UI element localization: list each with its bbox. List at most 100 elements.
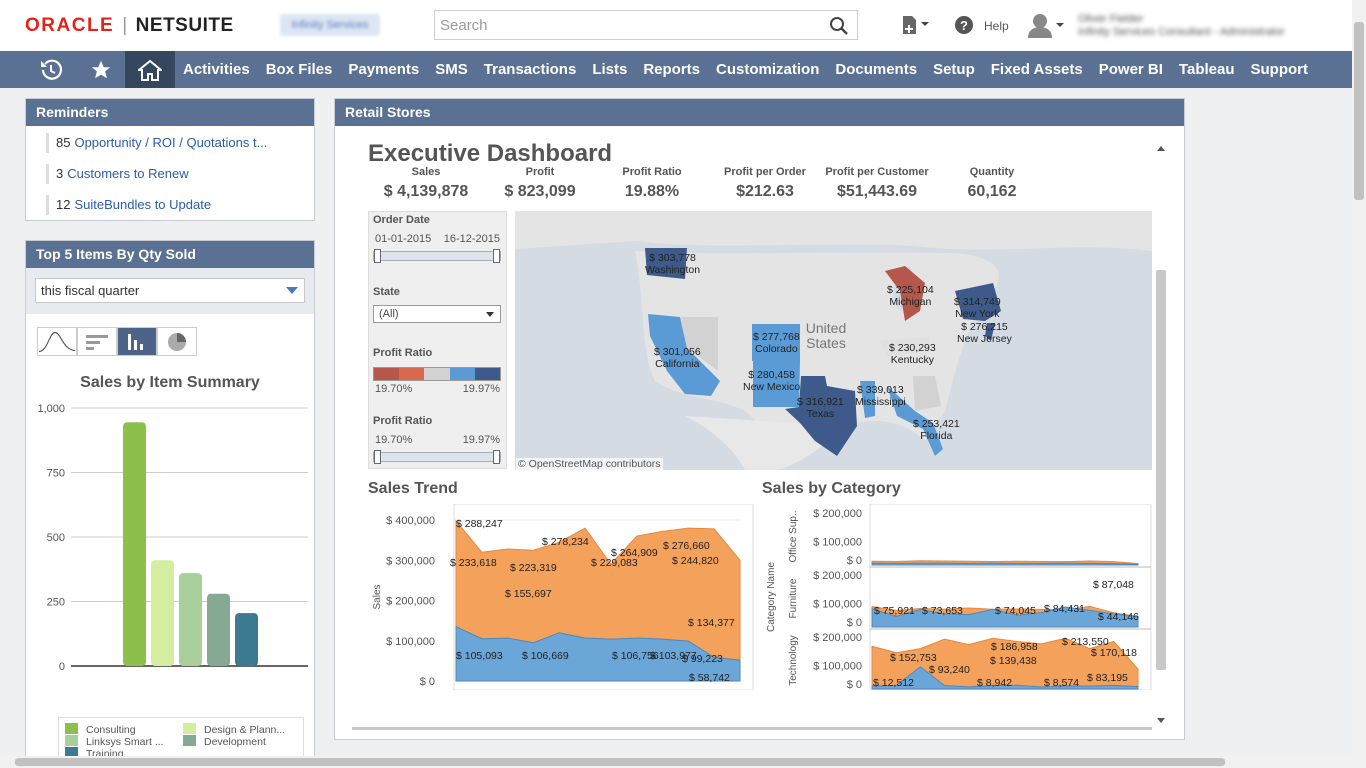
data-label: $ 170,118 [1091, 647, 1137, 659]
period-dropdown[interactable]: this fiscal quarter [35, 278, 305, 303]
y-tick-label: $ 100,000 [813, 660, 862, 672]
scroll-up-icon[interactable] [1155, 143, 1167, 153]
nav-support[interactable]: Support [1250, 61, 1309, 78]
user-name: Oliver Fielder [1078, 13, 1144, 25]
y-tick-label: $ 200,000 [813, 508, 862, 520]
page-horizontal-scrollbar[interactable] [0, 756, 1352, 768]
map-label-new-jersey: $ 276,215 New Jersey [957, 321, 1012, 345]
profit-ratio-label: Profit Ratio [373, 347, 433, 359]
nav-lists[interactable]: Lists [592, 61, 628, 78]
date-to: 16-12-2015 [443, 233, 500, 245]
dashboard-vertical-scrollbar[interactable] [1155, 140, 1167, 726]
search-icon[interactable] [829, 16, 849, 41]
slider-handle[interactable] [374, 249, 381, 263]
nav-activities[interactable]: Activities [183, 61, 250, 78]
map-label-washington: $ 303,778 Washington [645, 252, 701, 276]
data-label: $ 12,512 [873, 677, 914, 689]
item-sales-bar-chart: 0 250 500 750 1,000 [37, 403, 308, 671]
logo-netsuite: NETSUITE [135, 15, 234, 36]
recent-records-icon[interactable] [26, 51, 76, 88]
help-link[interactable]: Help [984, 19, 1009, 33]
search-input[interactable] [435, 11, 815, 39]
y-tick-label: $ 100,000 [813, 598, 862, 610]
nav-documents[interactable]: Documents [835, 61, 918, 78]
order-date-slider[interactable] [373, 249, 501, 263]
nav-box-files[interactable]: Box Files [265, 61, 333, 78]
nav-tableau[interactable]: Tableau [1178, 61, 1235, 78]
y-tick-label: $ 100,000 [813, 536, 862, 548]
state-dropdown[interactable]: (All) [373, 305, 501, 323]
slider-handle[interactable] [493, 450, 500, 464]
home-icon[interactable] [125, 51, 175, 88]
user-avatar-icon[interactable] [1026, 12, 1066, 43]
slider-handle[interactable] [374, 450, 381, 464]
nav-payments[interactable]: Payments [348, 61, 420, 78]
reminder-item[interactable]: 85 Opportunity / ROI / Quotations t... [46, 133, 267, 153]
create-new-icon[interactable] [900, 14, 932, 43]
data-label: $ 8,942 [977, 677, 1012, 689]
map-label-california: $ 301,056 California [654, 346, 701, 370]
bar-consulting [123, 422, 146, 666]
data-label: $ 155,697 [505, 588, 552, 600]
user-menu[interactable]: Oliver Fielder Infinity Services Consult… [1078, 13, 1285, 39]
area-series-blue [871, 606, 1139, 628]
kpi-profit-per-order: Profit per Order $212.63 [724, 166, 806, 200]
logo-oracle: ORACLE [25, 15, 115, 36]
kpi-profit: Profit $ 823,099 [504, 166, 576, 200]
order-date-label: Order Date [373, 214, 430, 226]
y-tick-label: $ 200,000 [813, 570, 862, 582]
profit-ratio-slider[interactable] [373, 450, 501, 464]
chevron-down-icon [486, 312, 494, 317]
favorites-star-icon[interactable] [76, 51, 126, 88]
data-label: $ 106,756 [612, 650, 659, 662]
sales-map[interactable]: $ 303,778 Washington $ 301,056 California … [515, 211, 1152, 470]
y-tick-label: 750 [47, 468, 65, 480]
nav-reports[interactable]: Reports [643, 61, 701, 78]
pie-chart-tab[interactable] [157, 327, 197, 356]
map-label-michigan: $ 225,104 Michigan [887, 284, 934, 308]
scroll-down-icon[interactable] [1155, 716, 1167, 726]
help-icon[interactable]: ? [954, 14, 974, 41]
map-label-new-york: $ 314,749 New York [954, 296, 1001, 320]
data-label: $ 73,653 [922, 605, 963, 617]
kpi-profit-ratio: Profit Ratio 19.88% [622, 166, 682, 200]
y-tick-label: $ 0 [847, 679, 862, 690]
data-label: $ 139,438 [990, 655, 1037, 667]
reminders-title: Reminders [26, 99, 314, 126]
y-tick-label: $ 400,000 [386, 515, 435, 527]
map-label-kentucky: $ 230,293 Kentucky [889, 342, 936, 366]
top-items-portlet: Top 5 Items By Qty Sold this fiscal quar… [25, 240, 315, 761]
bar-design-plann- [151, 560, 174, 666]
data-label: $ 75,921 [874, 605, 915, 617]
netsuite-logo[interactable]: ORACLE | NETSUITE [25, 15, 234, 36]
reminder-item[interactable]: 3 Customers to Renew [46, 164, 189, 184]
scroll-thumb[interactable] [1156, 270, 1166, 670]
area-series-blue [455, 625, 741, 682]
nav-setup[interactable]: Setup [933, 61, 975, 78]
page-vertical-scrollbar[interactable] [1352, 0, 1366, 768]
y-axis-label: Sales [372, 584, 383, 609]
retail-title: Retail Stores [335, 99, 1184, 126]
reminder-item[interactable]: 12 SuiteBundles to Update [46, 195, 211, 215]
nav-power-bi[interactable]: Power BI [1098, 61, 1163, 78]
map-graphic [515, 211, 1152, 470]
nav-customization[interactable]: Customization [716, 61, 820, 78]
horizontal-bar-tab[interactable] [77, 327, 117, 356]
y-tick-label: 0 [59, 661, 65, 671]
slider-handle[interactable] [493, 249, 500, 263]
column-chart-tab[interactable] [117, 327, 157, 356]
page-header: ORACLE|NETSUITE Infinity Services ? Help… [0, 0, 1366, 51]
scroll-thumb[interactable] [1354, 22, 1364, 200]
reminders-portlet: Reminders 85 Opportunity / ROI / Quotatio… [25, 98, 315, 221]
company-logo: Infinity Services [280, 14, 380, 36]
nav-sms[interactable]: SMS [435, 61, 468, 78]
map-label-new-mexico: $ 280,458 New Mexico [743, 369, 801, 393]
nav-fixed-assets[interactable]: Fixed Assets [990, 61, 1083, 78]
dashboard-title: Executive Dashboard [368, 140, 613, 167]
line-chart-tab[interactable] [37, 327, 77, 356]
nav-transactions[interactable]: Transactions [483, 61, 577, 78]
top-items-title: Top 5 Items By Qty Sold [26, 241, 314, 268]
global-search [434, 10, 858, 40]
dashboard-horizontal-scrollbar[interactable] [352, 727, 1152, 730]
scroll-thumb[interactable] [15, 758, 1225, 766]
